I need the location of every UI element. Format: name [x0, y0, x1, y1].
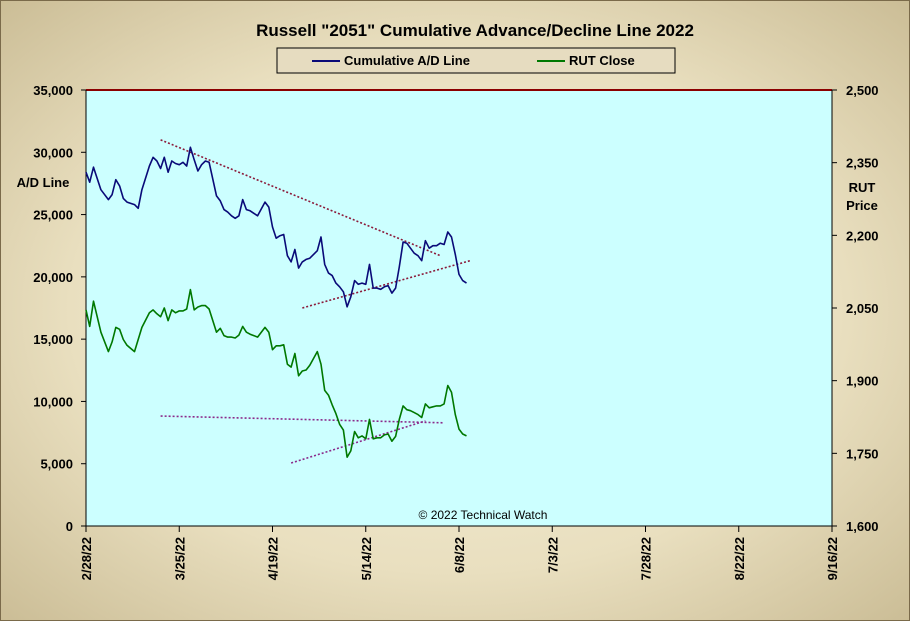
trendline-2	[160, 415, 445, 424]
trendline-3	[290, 420, 426, 464]
x-tick-label: 4/19/22	[266, 537, 281, 580]
legend-label-rut: RUT Close	[569, 53, 635, 68]
right-tick-label: 2,350	[846, 156, 879, 171]
left-tick-label: 35,000	[33, 83, 73, 98]
right-axis-label-line2: Price	[846, 198, 878, 213]
left-tick-label: 25,000	[33, 208, 73, 223]
plot-area	[86, 90, 832, 526]
right-tick-label: 2,200	[846, 228, 879, 243]
trendline-1	[302, 259, 471, 309]
right-axis-label-line1: RUT	[849, 180, 876, 195]
legend-label-ad-line: Cumulative A/D Line	[344, 53, 470, 68]
right-tick-label: 2,500	[846, 83, 879, 98]
x-tick-label: 8/22/22	[732, 537, 747, 580]
left-tick-label: 30,000	[33, 145, 73, 160]
left-tick-label: 10,000	[33, 394, 73, 409]
x-tick-label: 3/25/22	[172, 537, 187, 580]
series-line-ad	[85, 146, 467, 308]
right-tick-label: 2,050	[846, 301, 879, 316]
left-tick-label: 20,000	[33, 270, 73, 285]
legend-box	[276, 47, 676, 74]
x-tick-label: 9/16/22	[825, 537, 840, 580]
x-tick-label: 7/28/22	[639, 537, 654, 580]
series-line-rut	[85, 288, 467, 459]
right-tick-label: 1,750	[846, 446, 879, 461]
left-tick-label: 15,000	[33, 332, 73, 347]
x-tick-label: 6/8/22	[452, 537, 467, 573]
right-tick-label: 1,900	[846, 374, 879, 389]
legend: Cumulative A/D Line RUT Close	[276, 47, 676, 74]
x-tick-label: 7/3/22	[545, 537, 560, 573]
chart-title: Russell "2051" Cumulative Advance/Declin…	[256, 21, 694, 40]
axes: 0 5,000 10,000 15,000 20,000 25,000 30,000 35,0…	[33, 83, 878, 580]
left-tick-label: 0	[66, 519, 73, 534]
right-tick-label: 1,600	[846, 519, 879, 534]
series	[85, 146, 467, 459]
trendlines	[160, 139, 471, 464]
left-tick-label: 5,000	[40, 457, 73, 472]
left-axis-label: A/D Line	[17, 175, 70, 190]
copyright-annotation: © 2022 Technical Watch	[419, 508, 548, 522]
x-tick-label: 5/14/22	[359, 537, 374, 580]
x-tick-label: 2/28/22	[79, 537, 94, 580]
trendline-0	[160, 139, 441, 257]
